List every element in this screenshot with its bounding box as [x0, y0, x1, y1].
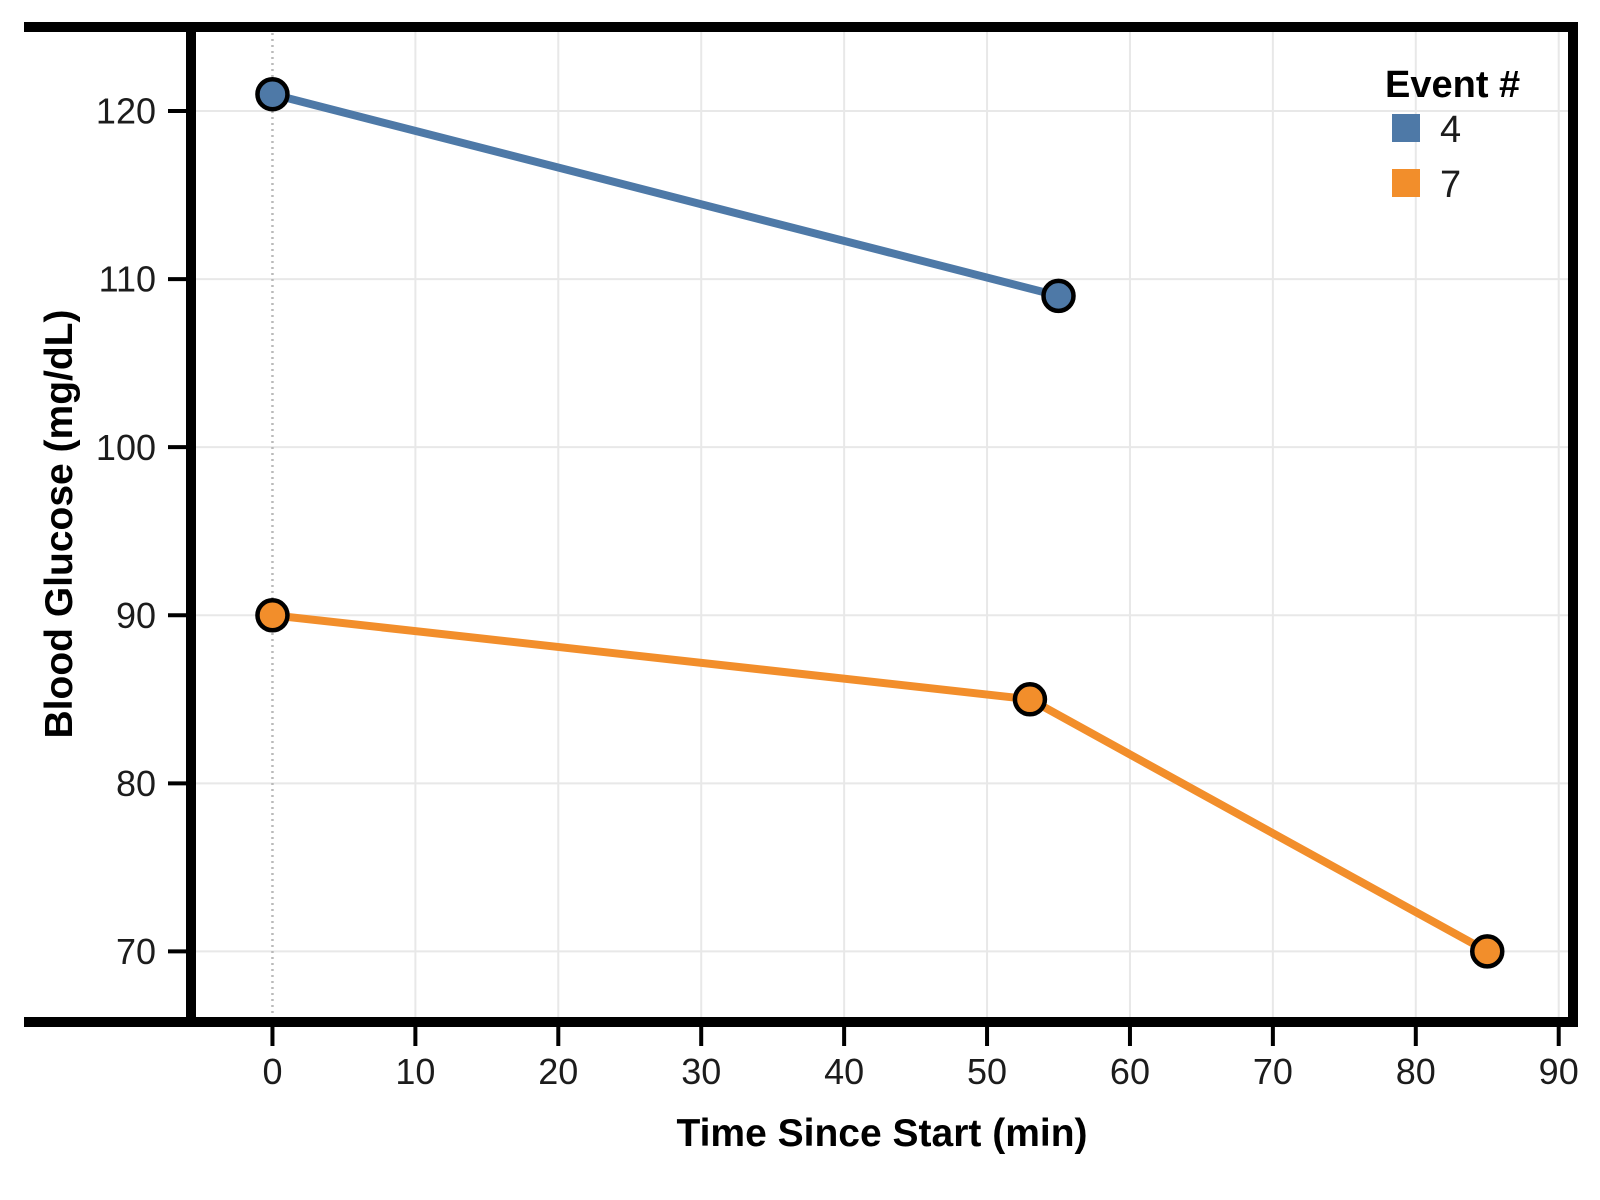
x-tick-label: 10 [395, 1051, 435, 1092]
axis-ticks: 0 10 20 30 40 50 60 70 80 90 70 80 90 100 110 120 [96, 91, 1579, 1092]
x-tick-label: 50 [967, 1051, 1007, 1092]
x-tick-label: 90 [1539, 1051, 1579, 1092]
data-point-event-4[interactable] [1041, 278, 1076, 314]
x-tick-label: 20 [538, 1051, 578, 1092]
legend-entry-event-4[interactable]: 4 [1392, 109, 1461, 151]
series-line-event-4 [268, 90, 1063, 300]
data-point-event-7[interactable] [255, 598, 290, 633]
y-axis-title: Blood Glucose (mg/dL) [38, 310, 81, 739]
y-tick-label: 90 [116, 595, 156, 636]
legend-label-event-7: 7 [1440, 164, 1461, 206]
y-tick-label: 70 [116, 931, 156, 972]
series-layer [255, 76, 1505, 969]
grid-layer [191, 27, 1573, 1022]
y-tick-label: 100 [96, 427, 156, 468]
legend-entry-event-7[interactable]: 7 [1392, 164, 1461, 206]
legend-swatch-event-4 [1392, 114, 1420, 142]
legend: Event # 4 7 [1385, 64, 1520, 206]
x-tick-label: 30 [681, 1051, 721, 1092]
plot-frame [24, 22, 1578, 1027]
y-tick-label: 110 [99, 259, 156, 300]
legend-title: Event # [1385, 64, 1520, 106]
x-tick-label: 80 [1396, 1051, 1436, 1092]
x-tick-label: 40 [824, 1051, 864, 1092]
y-tick-label: 120 [96, 91, 156, 132]
legend-label-event-4: 4 [1440, 109, 1461, 151]
x-tick-label: 70 [1253, 1051, 1293, 1092]
data-point-event-7[interactable] [1012, 682, 1048, 717]
legend-swatch-event-7 [1392, 169, 1420, 197]
x-tick-label: 60 [1110, 1051, 1150, 1092]
x-axis-title: Time Since Start (min) [676, 1112, 1087, 1155]
data-point-event-4[interactable] [255, 76, 290, 112]
data-point-event-7[interactable] [1470, 934, 1505, 969]
x-tick-label: 0 [262, 1051, 282, 1092]
y-tick-label: 80 [116, 763, 156, 804]
